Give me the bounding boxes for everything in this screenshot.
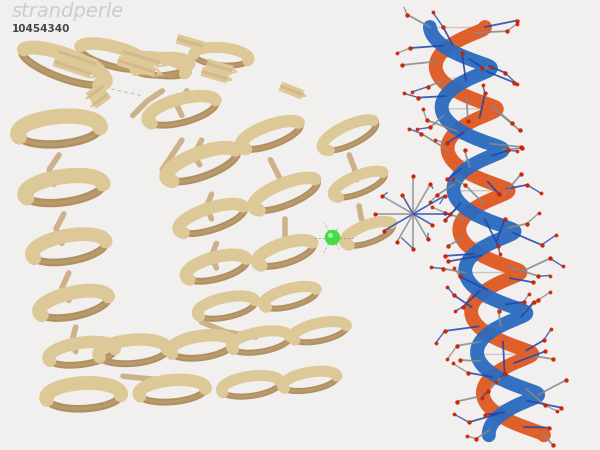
Circle shape bbox=[325, 230, 340, 245]
Text: strandperle: strandperle bbox=[12, 2, 124, 21]
Text: 10454340: 10454340 bbox=[12, 24, 70, 34]
